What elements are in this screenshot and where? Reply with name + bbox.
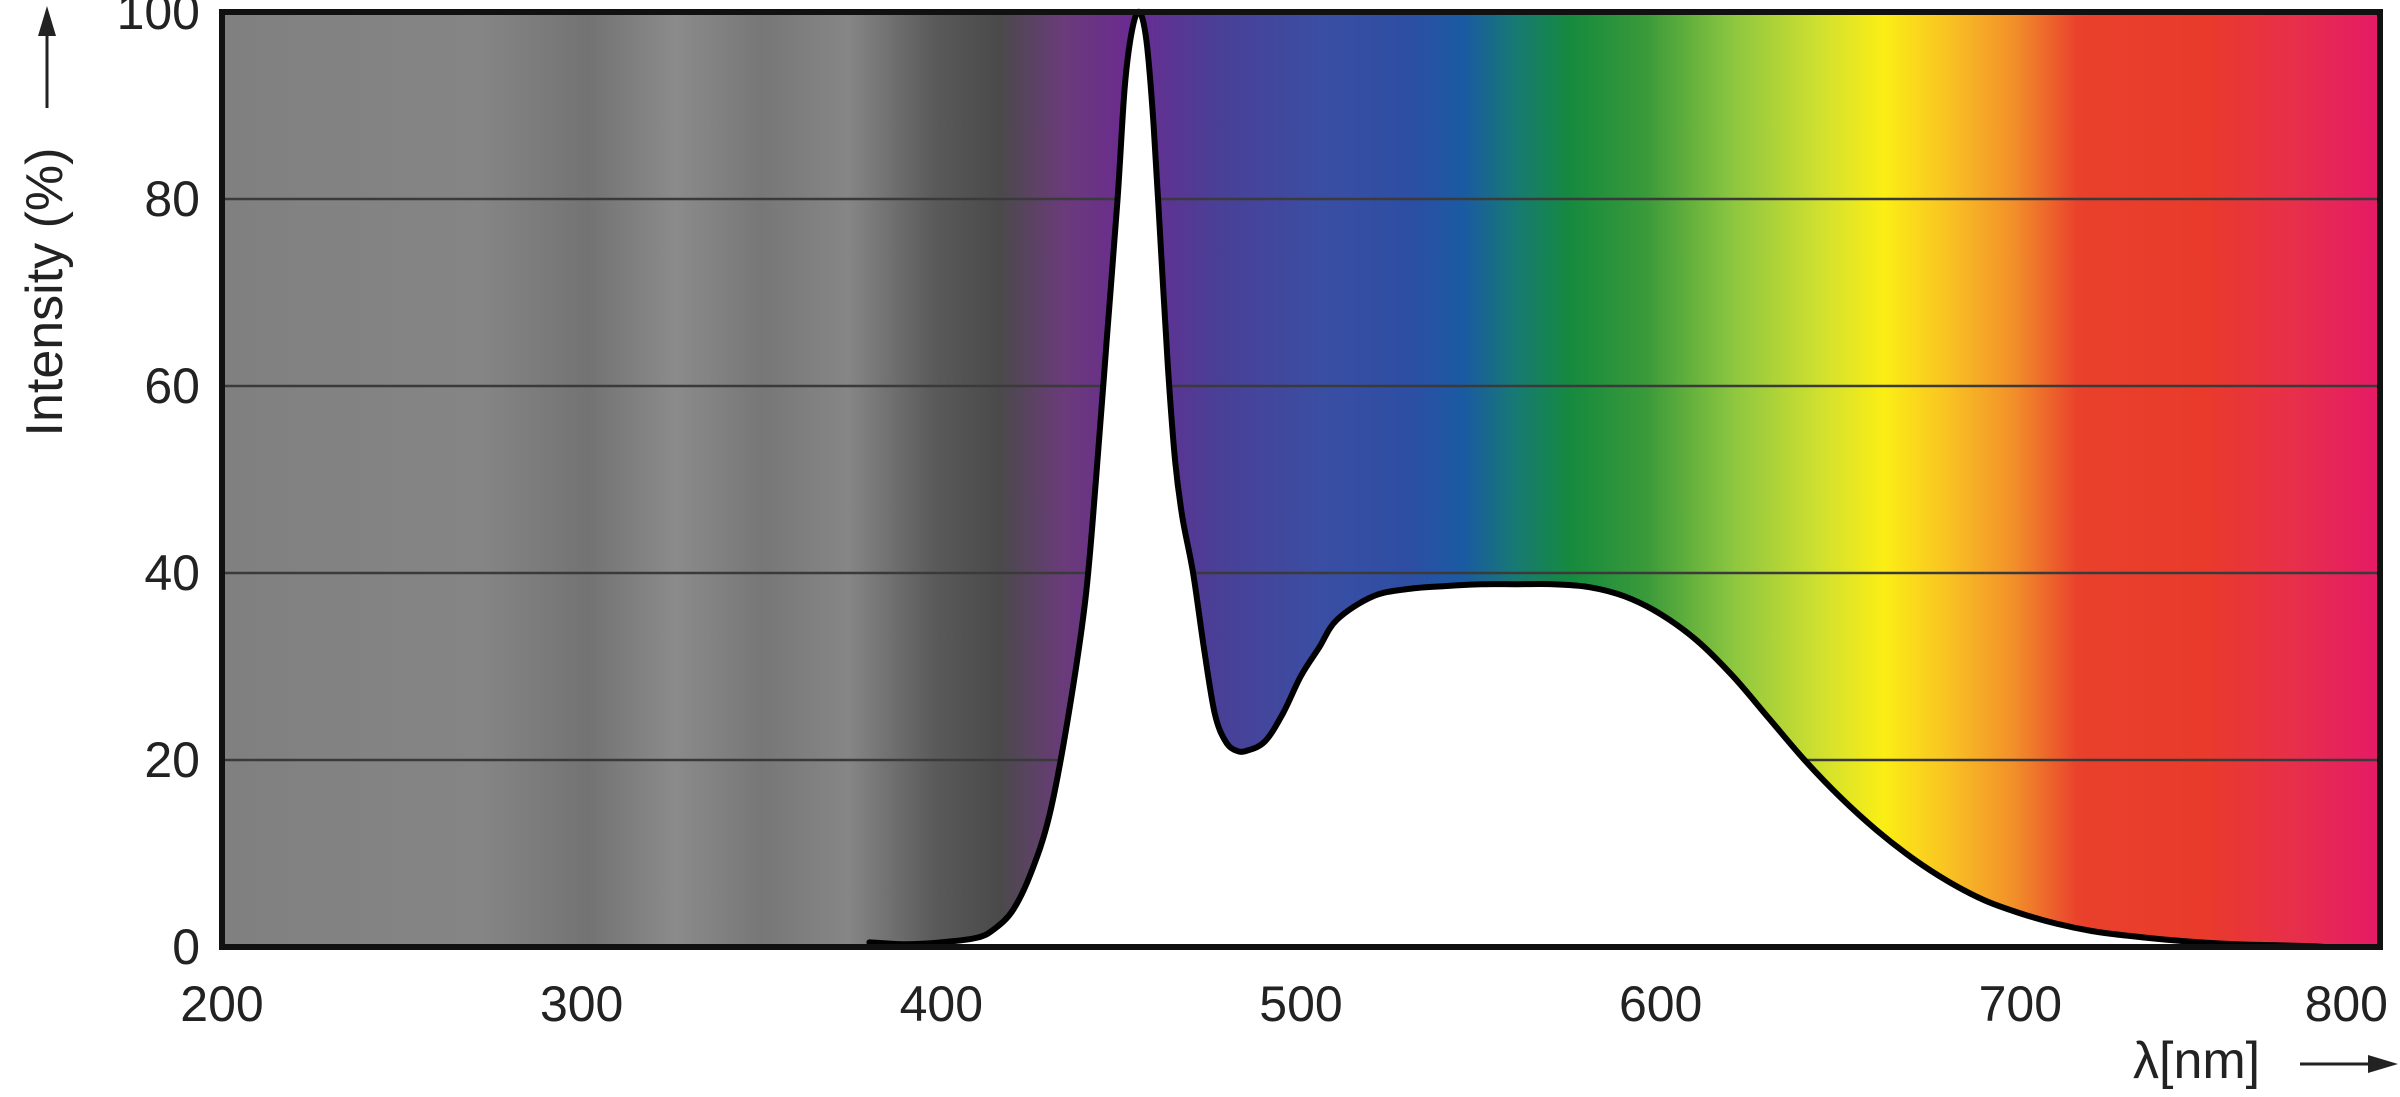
x-axis-arrow-head <box>2368 1055 2398 1073</box>
x-tick-label-800: 800 <box>2305 976 2388 1032</box>
x-axis-label: λ[nm] <box>2133 1032 2260 1090</box>
x-tick-label-600: 600 <box>1619 976 1702 1032</box>
intensity-area <box>869 11 2327 947</box>
y-tick-label-40: 40 <box>144 545 200 601</box>
intensity-curve <box>866 8 2330 950</box>
x-axis-title-group: λ[nm] <box>2133 1032 2398 1090</box>
x-tick-label-700: 700 <box>1979 976 2062 1032</box>
y-tick-label-20: 20 <box>144 732 200 788</box>
gridlines <box>222 197 2380 762</box>
x-tick-label-200: 200 <box>180 976 263 1032</box>
x-tick-label-500: 500 <box>1259 976 1342 1032</box>
y-axis-title-group: Intensity (%) <box>16 6 74 436</box>
y-tick-label-60: 60 <box>144 358 200 414</box>
x-tick-label-300: 300 <box>540 976 623 1032</box>
y-tick-labels: 0 20 40 60 80 100 <box>117 0 200 975</box>
y-axis-arrow-head <box>38 6 56 36</box>
y-tick-label-0: 0 <box>172 919 200 975</box>
y-axis-label: Intensity (%) <box>16 148 74 437</box>
x-tick-label-400: 400 <box>900 976 983 1032</box>
plot-frame <box>219 9 2383 950</box>
y-tick-label-100: 100 <box>117 0 200 40</box>
y-tick-label-80: 80 <box>144 171 200 227</box>
x-tick-labels: 200 300 400 500 600 700 800 <box>180 976 2388 1032</box>
